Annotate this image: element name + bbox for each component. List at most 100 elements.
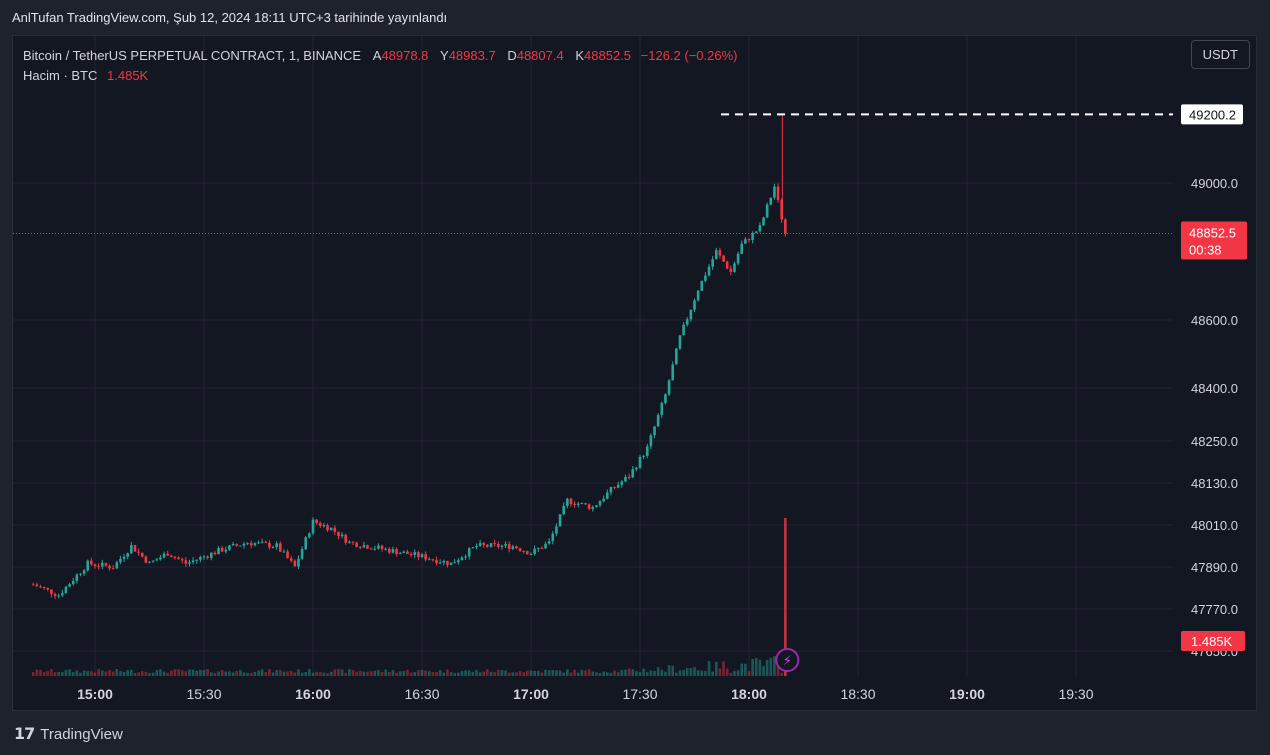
volume-bar	[715, 661, 718, 676]
candle-body	[61, 593, 64, 596]
candle-body	[133, 544, 137, 552]
volume-bar	[431, 672, 435, 676]
candle-body	[35, 584, 39, 587]
volume-bar	[747, 671, 751, 676]
volume-bar	[271, 672, 275, 676]
y-tick-label: 48600.0	[1191, 313, 1238, 328]
candle-body	[279, 543, 282, 552]
lightning-glyph: ⚡	[783, 653, 792, 668]
volume-bar	[627, 668, 631, 676]
x-tick-label: 17:00	[513, 686, 549, 702]
candle-body	[53, 594, 57, 596]
volume-bar	[348, 669, 351, 676]
volume-bar	[144, 671, 148, 676]
volume-bar	[587, 669, 591, 676]
legend-high-label: Y	[440, 48, 449, 63]
volume-bar	[191, 669, 195, 676]
candle-body	[366, 545, 369, 549]
volume-bar	[369, 671, 373, 676]
candle-body	[50, 589, 53, 595]
legend-symbol[interactable]: Bitcoin / TetherUS PERPETUAL CONTRACT, 1…	[23, 48, 362, 63]
candle-body	[97, 565, 100, 567]
candle-body	[93, 564, 97, 566]
candle-body	[348, 541, 351, 543]
candle-body	[438, 562, 442, 564]
legend-volume-label[interactable]: Hacim · BTC	[23, 68, 98, 83]
y-tick-label: 48010.0	[1191, 518, 1238, 533]
candle-body	[497, 543, 500, 547]
currency-button[interactable]: USDT	[1190, 40, 1250, 69]
candle-body	[275, 543, 278, 547]
candle-body	[536, 547, 540, 549]
candle-body	[322, 525, 326, 527]
candle-body	[188, 562, 191, 564]
volume-bar	[202, 670, 206, 676]
volume-bar	[53, 672, 57, 676]
volume-bar	[624, 669, 627, 676]
candle-body	[747, 239, 751, 241]
candle-body	[467, 548, 471, 557]
volume-bar	[322, 672, 326, 676]
candle-body	[740, 243, 744, 254]
volume-bar	[413, 672, 417, 676]
candle-body	[202, 556, 206, 558]
volume-bar	[311, 672, 315, 676]
candle-body	[71, 580, 75, 585]
candle-body	[388, 548, 391, 553]
volume-bar	[656, 667, 660, 676]
y-tick-label: 47890.0	[1191, 560, 1238, 575]
volume-bar	[467, 670, 471, 676]
volume-bar	[235, 670, 238, 676]
candle-body	[115, 562, 119, 569]
candle-body	[246, 543, 249, 545]
candle-body	[282, 551, 286, 553]
volume-bar	[489, 671, 493, 676]
volume-bar	[209, 672, 213, 676]
candle-body	[391, 549, 395, 553]
candle-body	[635, 467, 638, 470]
candle-body	[42, 586, 46, 589]
volume-bar	[57, 671, 60, 676]
high-marker-label: 49200.2	[1189, 107, 1236, 122]
volume-bar	[784, 518, 787, 676]
candle-body	[395, 549, 398, 555]
volume-bar	[598, 672, 602, 676]
volume-bar	[406, 669, 409, 676]
volume-bar	[427, 671, 431, 676]
published-header: AnlTufan TradingView.com, Şub 12, 2024 1…	[12, 10, 448, 25]
price-chart[interactable]: 49000.0 48600.0 48400.0 48250.0 48130.0 48010…	[13, 36, 1258, 712]
candle-body	[257, 542, 260, 544]
footer-brand[interactable]: 𝟭𝟳 TradingView	[14, 724, 123, 744]
volume-bar	[97, 669, 100, 676]
candle-body	[758, 225, 762, 232]
chart-frame[interactable]: 49000.0 48600.0 48400.0 48250.0 48130.0 48010…	[12, 35, 1257, 711]
candle-body	[144, 556, 148, 563]
candle-body	[682, 324, 685, 336]
candle-body	[351, 541, 355, 543]
x-tick-label: 15:00	[77, 686, 113, 702]
volume-bar	[478, 672, 482, 676]
x-tick-label: 19:00	[949, 686, 985, 702]
candle-body	[166, 553, 169, 556]
volume-bar	[170, 670, 173, 676]
volume-bar	[725, 668, 729, 676]
candle-body	[293, 560, 297, 567]
candle-body	[645, 446, 649, 456]
candle-body	[460, 557, 464, 561]
volume-bar	[449, 672, 453, 676]
legend-low-label: D	[507, 48, 517, 63]
volume-bar	[693, 667, 696, 676]
volume-bar	[289, 670, 293, 676]
volume-bar	[471, 671, 475, 676]
candle-body	[260, 541, 264, 543]
volume-bar	[740, 663, 744, 676]
volume-bar	[355, 671, 358, 676]
volume-bar	[675, 672, 678, 676]
volume-bar	[337, 669, 340, 676]
volume-bar	[395, 672, 398, 676]
candle-body	[442, 560, 446, 563]
candle-body	[609, 487, 613, 493]
volume-bar	[140, 671, 144, 676]
candle-body	[289, 558, 293, 561]
candle-body	[206, 556, 209, 558]
